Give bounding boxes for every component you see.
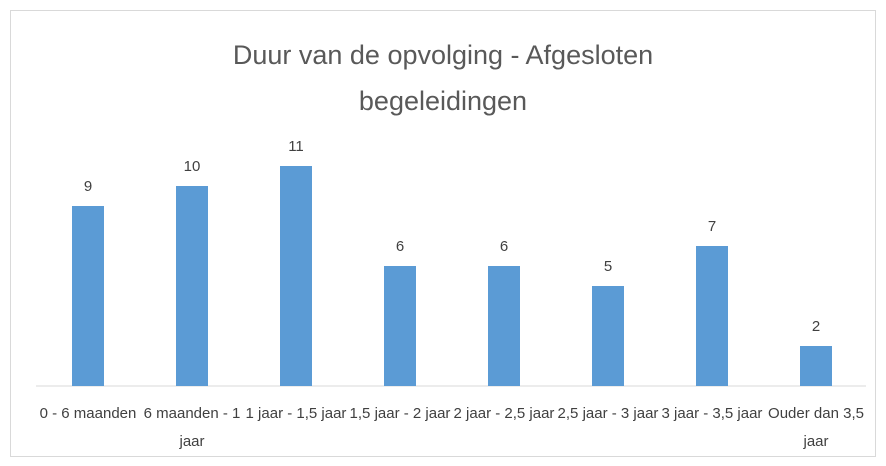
x-tick-label: 0 - 6 maanden: [39, 405, 137, 422]
data-label: 6: [500, 238, 508, 255]
chart-title: Duur van de opvolging - Afgesloten begel…: [232, 40, 654, 116]
data-label: 11: [288, 138, 304, 155]
bar: [176, 186, 208, 386]
bar: [800, 346, 832, 386]
x-tick-label: Ouder dan 3,5 jaar: [768, 405, 864, 450]
bar: [280, 166, 312, 386]
bar: [72, 206, 104, 386]
data-label: 6: [396, 238, 404, 255]
bar: [696, 246, 728, 386]
data-label: 10: [184, 158, 201, 175]
data-label: 9: [84, 178, 92, 195]
x-tick-label: 1 jaar - 1,5 jaar: [245, 405, 347, 422]
x-tick-label: 1,5 jaar - 2 jaar: [349, 405, 451, 422]
chart-frame: [10, 10, 876, 457]
bar: [592, 286, 624, 386]
bar: [488, 266, 520, 386]
x-tick-label: 2 jaar - 2,5 jaar: [453, 405, 555, 422]
data-label: 5: [604, 258, 612, 275]
x-tick-label: 2,5 jaar - 3 jaar: [557, 405, 659, 422]
data-label: 2: [812, 318, 820, 335]
x-tick-label: 3 jaar - 3,5 jaar: [661, 405, 763, 422]
x-tick-label: 6 maanden - 1 jaar: [143, 405, 241, 450]
bar: [384, 266, 416, 386]
data-label: 7: [708, 218, 716, 235]
